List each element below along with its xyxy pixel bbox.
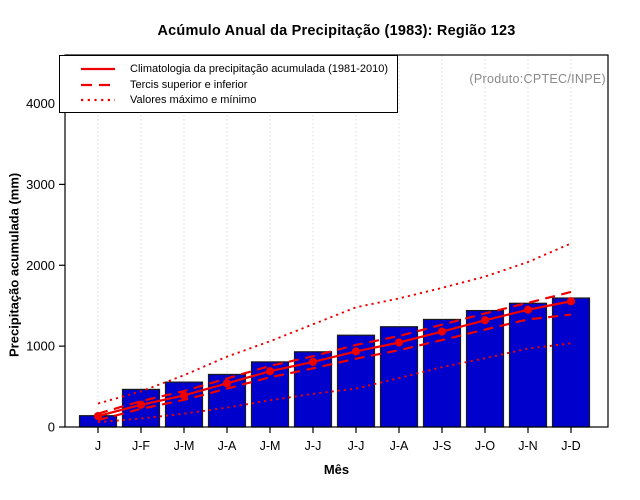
legend-item-max-min: Valores máximo e mínimo — [80, 92, 391, 108]
series-point-climatologia — [93, 411, 103, 421]
product-credit-note: (Produto:CPTEC/INPE) — [469, 72, 606, 86]
bar-J-M — [164, 381, 204, 428]
bar-J-N — [508, 302, 548, 428]
series-point-climatologia — [265, 367, 275, 376]
series-line-tercil-inferior — [97, 313, 572, 422]
legend-item-terciles: Tercis superior e inferior — [80, 77, 391, 93]
legend-item-label: Valores máximo e mínimo — [130, 94, 257, 107]
x-tick-label: J-J — [348, 439, 365, 453]
series-point-climatologia — [523, 305, 533, 314]
series-line-climatologia — [97, 300, 572, 418]
solid-line-icon — [81, 67, 115, 70]
y-axis-title: Precipitação acumulada (mm) — [6, 172, 22, 358]
x-tick-label: J-M — [260, 439, 281, 453]
x-tick-label: J-F — [132, 439, 150, 453]
legend-item-climatology: Climatologia da precipitação acumulada (… — [80, 61, 391, 77]
x-tick-label: J — [95, 439, 101, 453]
series-point-climatologia — [222, 379, 232, 388]
series-point-climatologia — [308, 357, 318, 366]
y-tick-label: 0 — [48, 420, 55, 435]
series-point-climatologia — [480, 316, 490, 325]
y-tick-label: 2000 — [26, 258, 55, 273]
dashed-line-icon — [81, 83, 115, 86]
series-point-climatologia — [351, 347, 361, 356]
legend-item-label: Tercis superior e inferior — [130, 78, 248, 91]
x-tick-label: J-M — [174, 439, 195, 453]
x-tick-label: J-N — [518, 439, 537, 453]
series-point-climatologia — [179, 391, 189, 400]
series-line-maximo — [97, 242, 572, 405]
y-tick-label: 1000 — [26, 339, 55, 354]
y-tick-label: 3000 — [26, 177, 55, 192]
x-axis-title: Mês — [323, 462, 350, 477]
chart-title: Acúmulo Anual da Precipitação (1983): Re… — [157, 23, 516, 39]
x-tick-label: J-O — [475, 439, 495, 453]
legend-box: Climatologia da precipitação acumulada (… — [59, 55, 398, 113]
series-point-climatologia — [437, 327, 447, 336]
x-tick-label: J-J — [305, 439, 322, 453]
x-tick-label: J-D — [561, 439, 580, 453]
x-tick-label: J-A — [218, 439, 237, 453]
y-tick-label: 4000 — [26, 96, 55, 111]
x-tick-label: J-A — [390, 439, 409, 453]
series-point-climatologia — [136, 400, 146, 409]
x-tick-label: J-S — [433, 439, 452, 453]
legend-item-label: Climatologia da precipitação acumulada (… — [130, 62, 389, 75]
series-point-climatologia — [394, 338, 404, 347]
bar-J-O — [465, 309, 505, 428]
bar-J-D — [551, 297, 591, 428]
series-point-climatologia — [566, 297, 576, 306]
dotted-line-icon — [81, 99, 115, 102]
